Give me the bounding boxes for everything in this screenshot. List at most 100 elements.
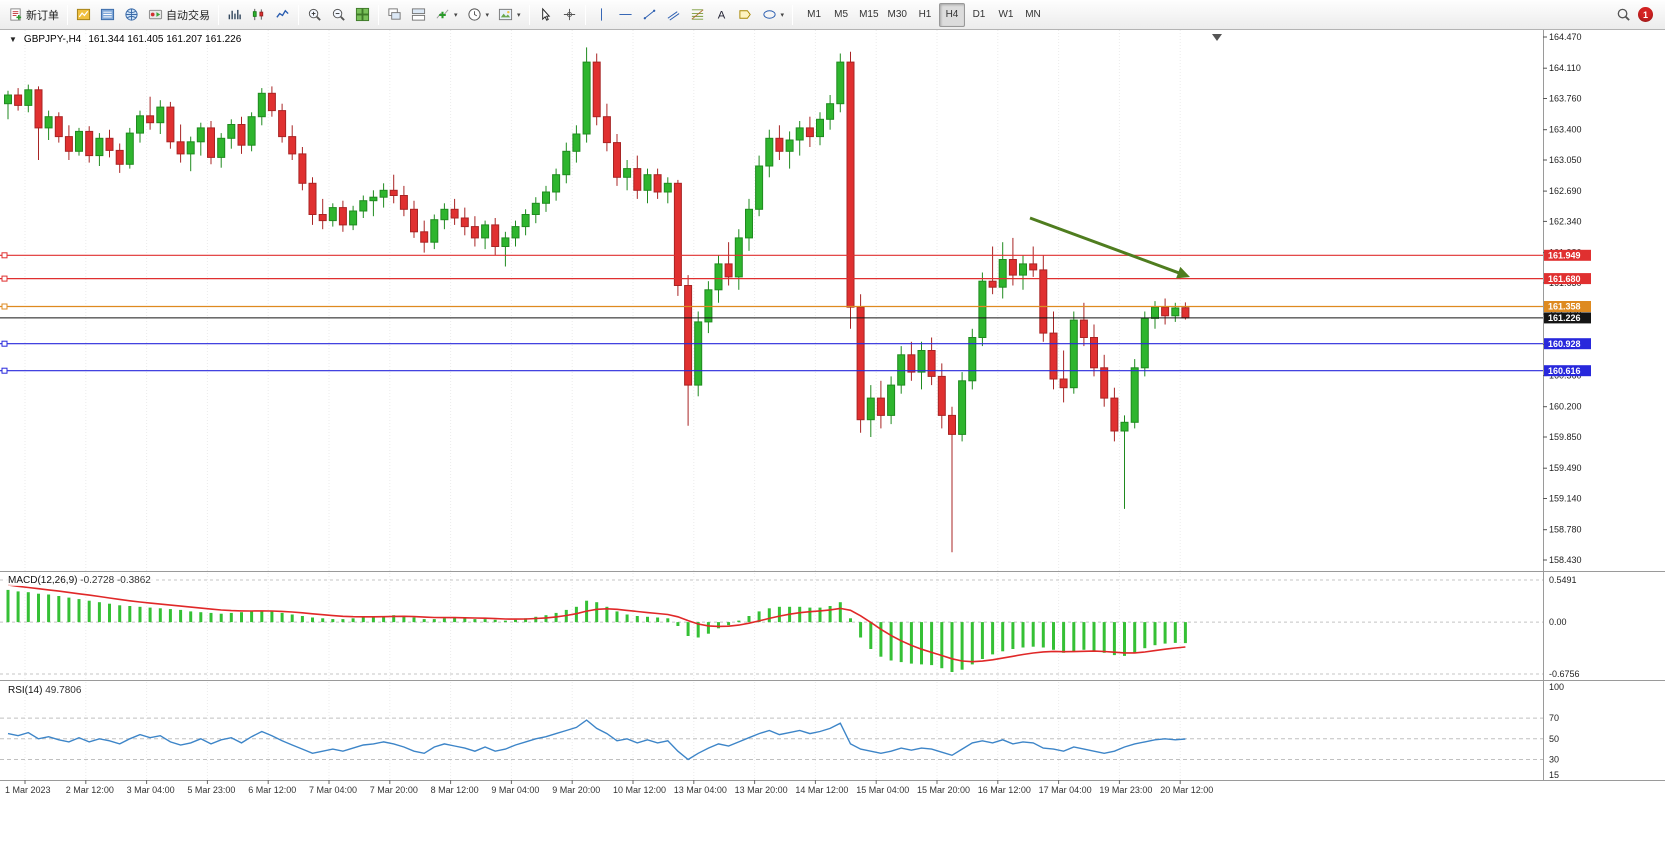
hlines-layer[interactable]	[0, 252, 1543, 374]
price-axis[interactable]: 164.470 164.110 163.760 163.400 163.050 162.6…	[1543, 32, 1582, 565]
candle-body	[196, 127, 205, 143]
svg-text:161.226: 161.226	[1548, 313, 1581, 323]
chart-menu-caret[interactable]: ▼	[9, 35, 17, 44]
cascade-windows-button[interactable]	[383, 3, 406, 27]
candle-body	[734, 237, 743, 278]
cursor-button[interactable]	[534, 3, 557, 27]
period-button[interactable]: ▾	[463, 3, 494, 27]
horizontal-line-tool-button[interactable]	[614, 3, 637, 27]
text-icon: A	[717, 10, 725, 22]
tile-horizontal-button[interactable]	[407, 3, 430, 27]
timeframe-w1-button[interactable]: W1	[993, 3, 1019, 27]
chart-title: ▼ GBPJPY-,H4 161.344 161.405 161.207 161…	[7, 34, 244, 45]
tile-horizontal-icon	[411, 8, 426, 21]
search-button[interactable]	[1612, 3, 1635, 27]
candle-body	[24, 89, 33, 106]
cascade-windows-icon	[388, 8, 401, 20]
candle-body	[562, 150, 571, 176]
price-tick-label: 158.780	[1549, 525, 1582, 535]
tile-windows-button[interactable]	[351, 3, 374, 27]
template-button[interactable]: ▾	[494, 3, 525, 27]
trend-arrow-annotation[interactable]	[1029, 216, 1190, 279]
shapes-tool-button[interactable]: ▾	[758, 3, 789, 27]
line-anchor-handle	[1, 252, 8, 259]
auto-trading-label: 自动交易	[166, 9, 210, 22]
candle-body	[937, 375, 946, 416]
rsi-axis-label: 100	[1549, 682, 1564, 692]
time-axis-label: 2 Mar 12:00	[66, 785, 114, 795]
price-tick-label: 163.050	[1549, 155, 1582, 165]
crosshair-button[interactable]	[558, 3, 581, 27]
candle-body	[1171, 307, 1180, 317]
panel-separators[interactable]	[0, 30, 1665, 781]
line-chart-button[interactable]	[271, 3, 294, 27]
candle-body	[298, 153, 307, 184]
price-tick-label: 162.340	[1549, 216, 1582, 226]
navigator-button[interactable]	[120, 3, 143, 27]
candle-body	[846, 61, 855, 308]
candle-body	[420, 231, 429, 243]
timeframe-group: M1 M5 M15 M30 H1 H4 D1 W1 MN	[801, 2, 1046, 27]
timeframe-h1-button[interactable]: H1	[912, 3, 938, 27]
candle-body	[927, 350, 936, 377]
candle-body	[186, 141, 195, 155]
candle-body	[1161, 306, 1170, 317]
candlestick-chart-button[interactable]	[247, 3, 270, 27]
notification-badge[interactable]: 1	[1638, 7, 1653, 22]
add-indicator-button[interactable]: ▾	[431, 3, 462, 27]
timeframe-m15-button[interactable]: M15	[855, 3, 882, 27]
candle-body	[1069, 319, 1078, 389]
text-tool-button[interactable]: A	[710, 3, 733, 27]
new-order-button[interactable]: 新订单	[4, 3, 63, 27]
svg-text:161.680: 161.680	[1548, 274, 1581, 284]
candle-body	[450, 208, 459, 219]
level-price-badge	[1544, 249, 1591, 261]
timeframe-h4-button[interactable]: H4	[938, 2, 965, 27]
zoom-out-icon	[332, 8, 345, 21]
timeframe-d1-button[interactable]: D1	[966, 3, 992, 27]
candle-body	[724, 263, 733, 278]
time-axis-label: 16 Mar 12:00	[978, 785, 1031, 795]
arrowhead	[1176, 266, 1190, 279]
line-anchor-handle	[1, 367, 8, 374]
candle-body	[1110, 397, 1119, 432]
candle-body	[1151, 306, 1159, 319]
status-area	[0, 800, 1665, 850]
timeframe-m1-button[interactable]: M1	[801, 3, 827, 27]
text-label-icon	[738, 10, 751, 19]
candle-body	[146, 115, 155, 124]
candle-body	[217, 137, 226, 158]
timeframe-m30-button[interactable]: M30	[884, 3, 911, 27]
rsi-axis-label: 15	[1549, 770, 1559, 780]
label-tool-button[interactable]	[734, 3, 757, 27]
timeframe-mn-button[interactable]: MN	[1020, 3, 1046, 27]
toolbar: 新订单 自动交易 ▾ ▾	[0, 0, 1665, 30]
candle-body	[95, 137, 104, 157]
candle-body	[714, 263, 723, 291]
time-axis-label: 17 Mar 04:00	[1039, 785, 1092, 795]
zoom-in-icon	[308, 8, 321, 21]
channel-tool-button[interactable]	[662, 3, 685, 27]
auto-trading-button[interactable]: 自动交易	[144, 3, 214, 27]
vertical-line-tool-button[interactable]	[590, 3, 613, 27]
time-axis[interactable]: 1 Mar 2023 2 Mar 12:00 3 Mar 04:00 5 Mar 23…	[5, 780, 1213, 795]
bar-chart-button[interactable]	[223, 3, 246, 27]
candle-body	[379, 189, 388, 198]
chart-window[interactable]: 164.470 164.110 163.760 163.400 163.050 162.6…	[0, 30, 1665, 800]
fibonacci-tool-button[interactable]	[686, 3, 709, 27]
market-watch-button[interactable]	[72, 3, 95, 27]
timeframe-m5-button[interactable]: M5	[828, 3, 854, 27]
chart-canvas[interactable]: 164.470 164.110 163.760 163.400 163.050 162.6…	[0, 30, 1665, 800]
candle-body	[897, 354, 906, 386]
candle-body	[836, 61, 845, 105]
candle-body	[511, 226, 520, 239]
zoom-in-button[interactable]	[303, 3, 326, 27]
trendline-tool-button[interactable]	[638, 3, 661, 27]
time-axis-label: 7 Mar 20:00	[370, 785, 418, 795]
data-window-button[interactable]	[96, 3, 119, 27]
zoom-out-button[interactable]	[327, 3, 350, 27]
new-order-label: 新订单	[26, 9, 59, 22]
chart-shift-marker[interactable]	[1212, 34, 1222, 41]
rsi-name: RSI(14)	[8, 685, 43, 696]
